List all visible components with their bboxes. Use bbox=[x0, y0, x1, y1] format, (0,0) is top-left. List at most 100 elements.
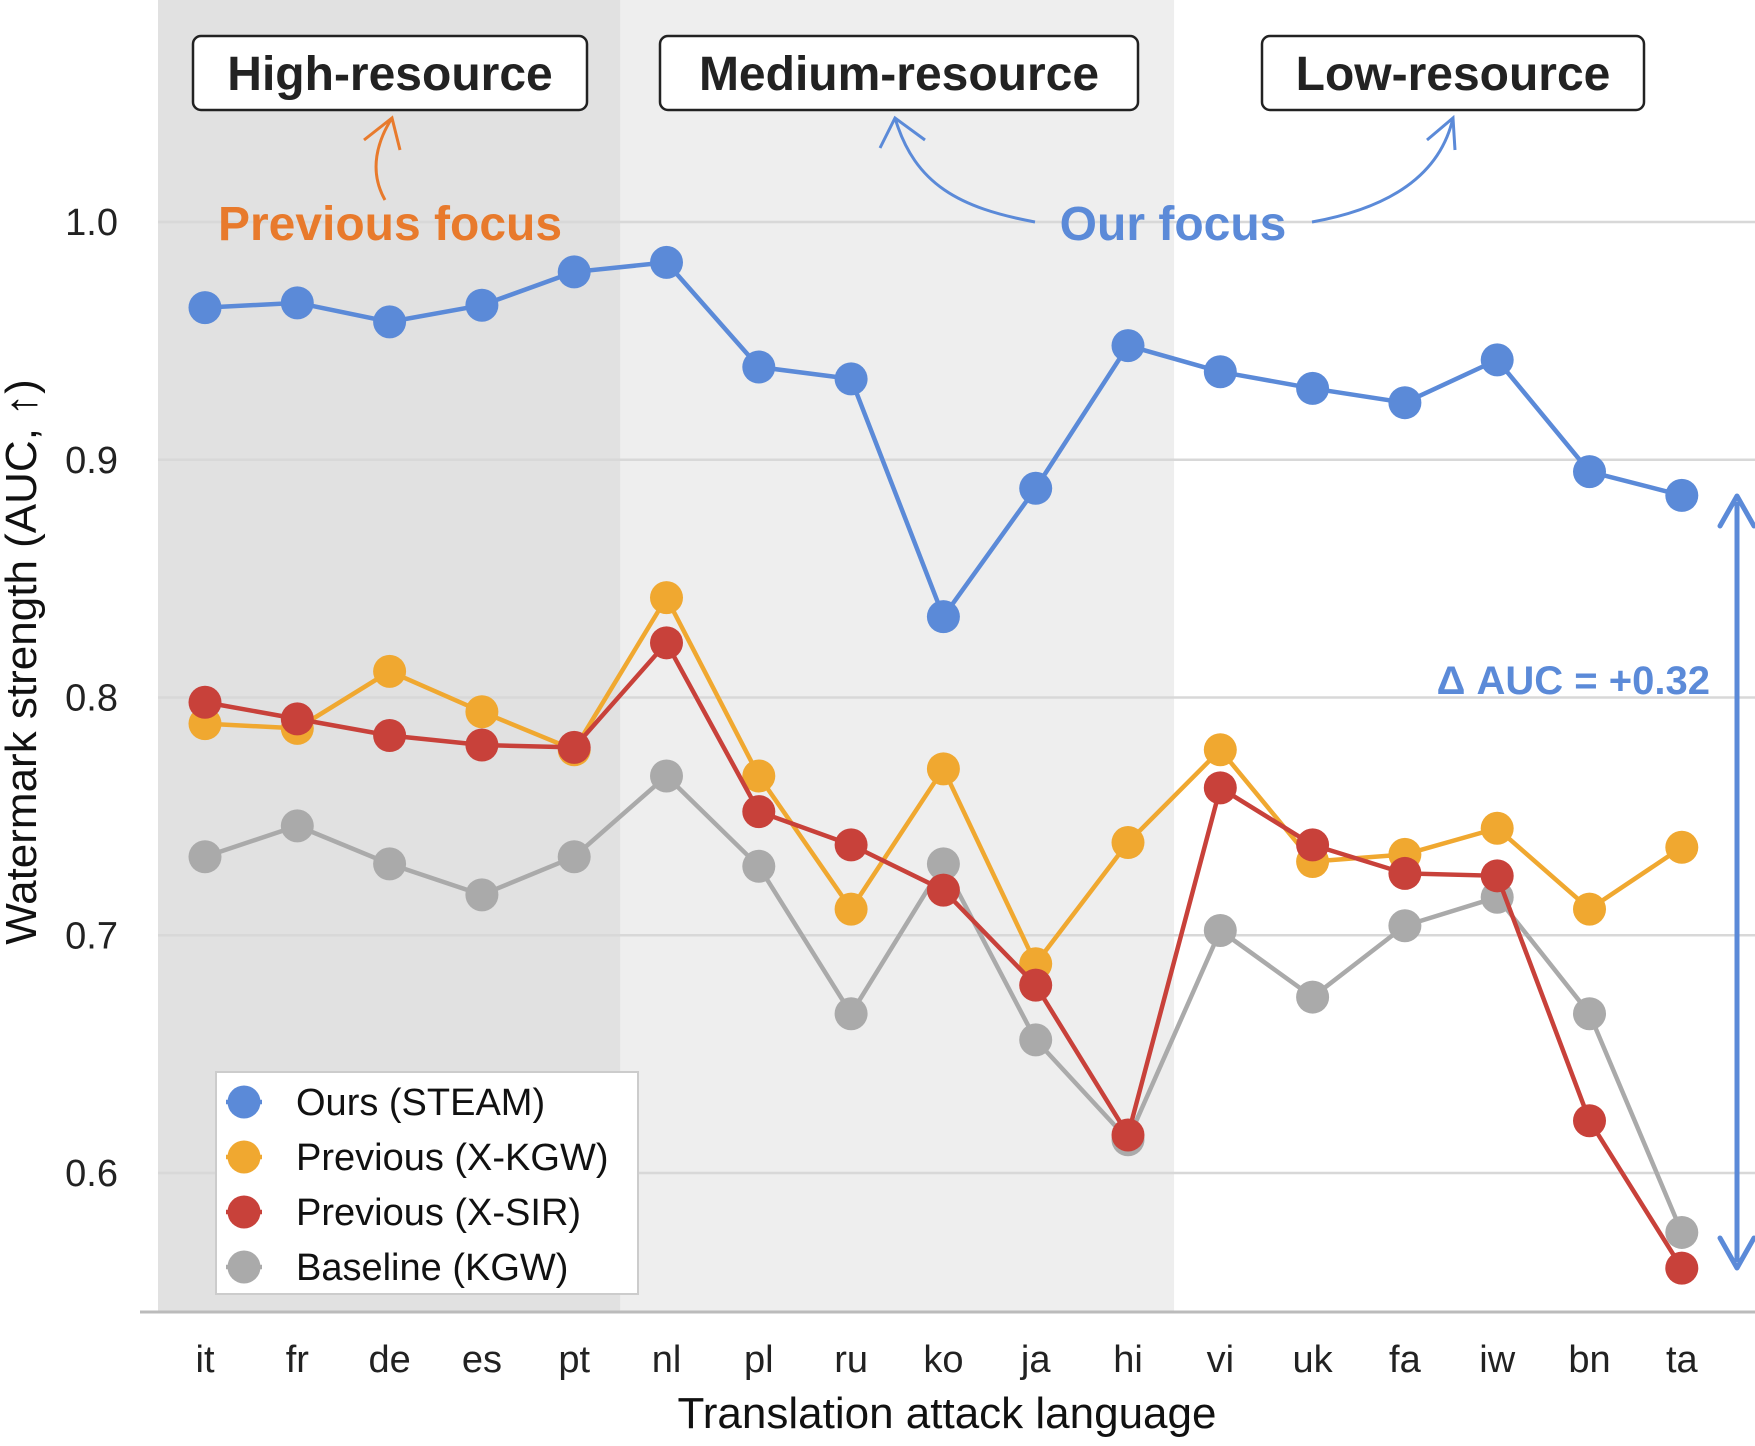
previous-focus-arrow bbox=[374, 117, 394, 201]
data-point-ko bbox=[926, 873, 960, 907]
x-tick-label: uk bbox=[1293, 1339, 1334, 1381]
data-point-ja bbox=[1019, 1023, 1053, 1057]
data-point-nl bbox=[650, 759, 683, 793]
delta-auc-label: Δ AUC = +0.32 bbox=[1437, 659, 1710, 703]
region-label-high-resource: High-resource bbox=[191, 34, 589, 112]
x-tick-label: nl bbox=[652, 1339, 682, 1381]
data-point-uk bbox=[1296, 828, 1330, 862]
legend-swatch-marker bbox=[227, 1140, 261, 1174]
legend-box bbox=[215, 1071, 639, 1295]
axes: 0.6 0.7 0.8 0.9 1.0 it fr de es pt nl pl ru ko ja hi vi u… bbox=[0, 202, 1755, 1438]
data-point-uk bbox=[1296, 980, 1330, 1014]
data-point-ru bbox=[834, 997, 868, 1031]
region-label-box bbox=[658, 34, 1140, 112]
data-point-ko bbox=[926, 752, 960, 786]
series-previous-x-sir bbox=[188, 626, 1699, 1285]
x-tick-label: fr bbox=[286, 1339, 310, 1381]
legend-label: Previous (X-SIR) bbox=[296, 1192, 581, 1234]
x-tick-label: pl bbox=[744, 1339, 774, 1381]
y-axis-title: Watermark strength (AUC, ↑) bbox=[0, 379, 46, 945]
x-tick-label: de bbox=[368, 1339, 410, 1381]
data-point-bn bbox=[1573, 997, 1606, 1031]
legend-swatch-marker bbox=[227, 1250, 261, 1284]
data-point-pl bbox=[742, 849, 776, 883]
data-series bbox=[188, 245, 1699, 1285]
region-label-text: High-resource bbox=[227, 48, 552, 101]
data-point-pl bbox=[742, 350, 776, 384]
x-tick-label: es bbox=[462, 1339, 502, 1381]
x-tick-label: ja bbox=[1020, 1339, 1051, 1381]
delta-arrowhead-bottom bbox=[1717, 1235, 1755, 1271]
x-tick-label: it bbox=[196, 1339, 215, 1381]
data-point-pt bbox=[557, 840, 591, 874]
data-point-ru bbox=[834, 362, 868, 396]
x-tick-label: iw bbox=[1479, 1339, 1515, 1381]
region-label-box bbox=[191, 34, 589, 112]
data-point-pl bbox=[742, 795, 776, 829]
y-tick-label: 0.9 bbox=[65, 440, 118, 482]
data-point-nl bbox=[650, 245, 683, 279]
legend-swatch-marker bbox=[227, 1195, 261, 1229]
data-point-bn bbox=[1573, 892, 1606, 926]
data-point-it bbox=[188, 685, 222, 719]
data-point-de bbox=[373, 305, 407, 339]
data-point-de bbox=[373, 654, 407, 688]
previous-focus-arrowhead bbox=[363, 115, 402, 151]
legend-swatch-marker bbox=[227, 1085, 261, 1119]
legend-label: Baseline (KGW) bbox=[296, 1247, 568, 1289]
data-point-fa bbox=[1388, 386, 1422, 420]
x-tick-label: pt bbox=[558, 1339, 590, 1381]
data-point-fr bbox=[280, 702, 314, 736]
data-point-hi bbox=[1111, 826, 1145, 860]
data-point-bn bbox=[1573, 1104, 1606, 1138]
data-point-ta bbox=[1665, 1215, 1699, 1249]
annotations: High-resource Medium-resource Low-resource… bbox=[191, 34, 1755, 1271]
legend-label: Ours (STEAM) bbox=[296, 1082, 545, 1124]
data-point-pl bbox=[742, 759, 776, 793]
data-point-vi bbox=[1203, 771, 1237, 805]
our-focus-label: Our focus bbox=[1060, 198, 1287, 251]
data-point-ko bbox=[926, 600, 960, 634]
series-ours-steam bbox=[188, 245, 1699, 634]
legend-item-previous-x-sir: Previous (X-SIR) bbox=[226, 1192, 581, 1234]
our-focus-arrow-right bbox=[1311, 117, 1455, 224]
data-point-ja bbox=[1019, 968, 1053, 1002]
data-point-vi bbox=[1203, 913, 1237, 947]
data-point-es bbox=[465, 695, 499, 729]
data-point-hi bbox=[1111, 329, 1145, 363]
x-tick-label: hi bbox=[1113, 1339, 1143, 1381]
data-point-it bbox=[188, 291, 222, 325]
x-tick-label: vi bbox=[1207, 1339, 1234, 1381]
y-tick-label: 0.7 bbox=[65, 915, 118, 957]
legend-item-ours-steam: Ours (STEAM) bbox=[226, 1082, 545, 1124]
data-point-es bbox=[465, 728, 499, 762]
grid-lines bbox=[158, 220, 1755, 1175]
region-label-medium-resource: Medium-resource bbox=[658, 34, 1140, 112]
previous-focus-label: Previous focus bbox=[218, 198, 562, 251]
x-tick-label: fa bbox=[1389, 1339, 1422, 1381]
legend-item-baseline-kgw: Baseline (KGW) bbox=[226, 1247, 568, 1289]
our-focus-arrowhead-left bbox=[878, 115, 926, 149]
legend-label: Previous (X-KGW) bbox=[296, 1137, 608, 1179]
data-point-de bbox=[373, 719, 407, 753]
y-tick-label: 0.8 bbox=[65, 678, 118, 720]
data-point-de bbox=[373, 847, 407, 881]
region-label-box bbox=[1260, 34, 1646, 112]
data-point-ru bbox=[834, 892, 868, 926]
data-point-pt bbox=[557, 255, 591, 289]
region-label-low-resource: Low-resource bbox=[1260, 34, 1646, 112]
x-tick-label: ta bbox=[1666, 1339, 1699, 1381]
our-focus-arrow-left bbox=[893, 117, 1036, 224]
data-point-hi bbox=[1111, 1118, 1145, 1152]
x-tick-label: ko bbox=[923, 1339, 963, 1381]
data-point-nl bbox=[650, 581, 683, 615]
legend: Ours (STEAM) Previous (X-KGW) Previous (X-… bbox=[215, 1071, 639, 1295]
resource-regions bbox=[158, 0, 1755, 1312]
data-point-iw bbox=[1480, 343, 1514, 377]
data-point-vi bbox=[1203, 733, 1237, 767]
x-axis-title: Translation attack language bbox=[678, 1389, 1217, 1438]
data-point-nl bbox=[650, 626, 683, 660]
y-tick-label: 0.6 bbox=[65, 1153, 118, 1195]
region-label-text: Low-resource bbox=[1296, 48, 1611, 101]
